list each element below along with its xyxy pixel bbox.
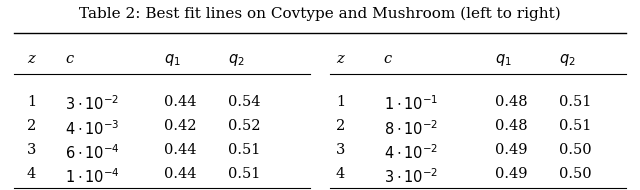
Text: 2: 2 bbox=[27, 119, 36, 133]
Text: $4\cdot10^{-3}$: $4\cdot10^{-3}$ bbox=[65, 119, 120, 138]
Text: 0.48: 0.48 bbox=[495, 95, 528, 109]
Text: 0.49: 0.49 bbox=[495, 143, 528, 157]
Text: 0.44: 0.44 bbox=[164, 143, 196, 157]
Text: 1: 1 bbox=[336, 95, 345, 109]
Text: $q_2$: $q_2$ bbox=[559, 52, 575, 68]
Text: 0.51: 0.51 bbox=[559, 95, 591, 109]
Text: 0.42: 0.42 bbox=[164, 119, 196, 133]
Text: $8\cdot10^{-2}$: $8\cdot10^{-2}$ bbox=[384, 119, 438, 138]
Text: 0.51: 0.51 bbox=[559, 119, 591, 133]
Text: 1: 1 bbox=[27, 95, 36, 109]
Text: 2: 2 bbox=[336, 119, 345, 133]
Text: Table 2: Best fit lines on Covtype and Mushroom (left to right): Table 2: Best fit lines on Covtype and M… bbox=[79, 7, 561, 21]
Text: 0.44: 0.44 bbox=[164, 95, 196, 109]
Text: 3: 3 bbox=[27, 143, 36, 157]
Text: $q_2$: $q_2$ bbox=[228, 52, 244, 68]
Text: z: z bbox=[336, 52, 344, 66]
Text: c: c bbox=[65, 52, 74, 66]
Text: $q_1$: $q_1$ bbox=[495, 52, 512, 68]
Text: 0.51: 0.51 bbox=[228, 143, 260, 157]
Text: 0.50: 0.50 bbox=[559, 167, 591, 181]
Text: 4: 4 bbox=[336, 167, 345, 181]
Text: 0.51: 0.51 bbox=[228, 167, 260, 181]
Text: 0.52: 0.52 bbox=[228, 119, 260, 133]
Text: 0.48: 0.48 bbox=[495, 119, 528, 133]
Text: 0.44: 0.44 bbox=[164, 167, 196, 181]
Text: $1\cdot10^{-4}$: $1\cdot10^{-4}$ bbox=[65, 167, 120, 186]
Text: $4\cdot10^{-2}$: $4\cdot10^{-2}$ bbox=[384, 143, 438, 162]
Text: 0.50: 0.50 bbox=[559, 143, 591, 157]
Text: c: c bbox=[384, 52, 392, 66]
Text: z: z bbox=[27, 52, 35, 66]
Text: $3\cdot10^{-2}$: $3\cdot10^{-2}$ bbox=[65, 95, 120, 113]
Text: $3\cdot10^{-2}$: $3\cdot10^{-2}$ bbox=[384, 167, 438, 186]
Text: 0.49: 0.49 bbox=[495, 167, 528, 181]
Text: $1\cdot10^{-1}$: $1\cdot10^{-1}$ bbox=[384, 95, 438, 113]
Text: 3: 3 bbox=[336, 143, 346, 157]
Text: $q_1$: $q_1$ bbox=[164, 52, 180, 68]
Text: 4: 4 bbox=[27, 167, 36, 181]
Text: 0.54: 0.54 bbox=[228, 95, 260, 109]
Text: $6\cdot10^{-4}$: $6\cdot10^{-4}$ bbox=[65, 143, 120, 162]
